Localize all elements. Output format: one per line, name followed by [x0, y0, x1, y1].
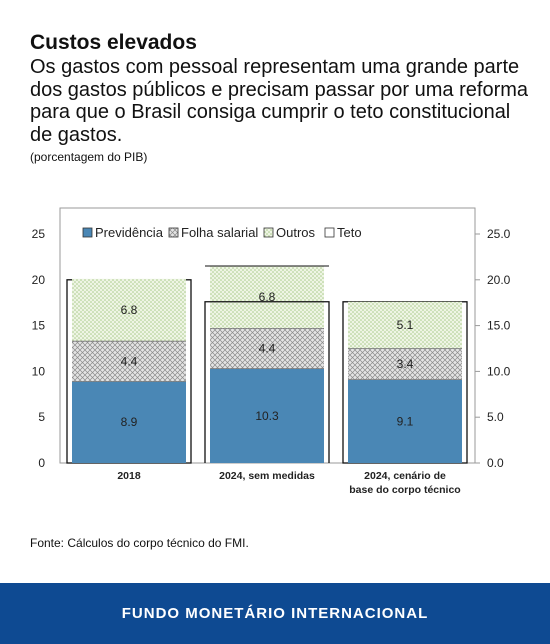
y-left-tick-label: 10 [32, 364, 46, 378]
bar-segment-previdência [72, 381, 186, 463]
data-label: 5.1 [397, 318, 414, 332]
footer-org-name: FUNDO MONETÁRIO INTERNACIONAL [121, 605, 429, 622]
category-labels: 2018 2024, sem medidas 2024, cenário de bas… [117, 470, 460, 496]
legend-swatch-outros [263, 227, 274, 238]
legend-swatch-folha-salarial [168, 227, 179, 238]
bar-segment-outros [348, 301, 462, 349]
data-label: 10.3 [255, 409, 279, 423]
source-note: Fonte: Cálculos do corpo técnico do FMI. [30, 536, 249, 550]
bar-segment-folha-salarial [72, 341, 186, 382]
y-left-tick-label: 20 [32, 273, 46, 287]
bars-group: 8.9 4.4 6.8 10.3 4.4 6.8 9.1 3.4 5.1 [66, 265, 468, 464]
y-right-tick-label: 5.0 [487, 410, 504, 424]
legend-label: Outros [276, 225, 316, 240]
category-label: 2018 [117, 470, 141, 482]
y-right-tick-label: 25.0 [487, 227, 511, 241]
legend: Previdência Folha salarial Outros Teto [82, 225, 362, 240]
data-label: 9.1 [397, 414, 414, 428]
chart-title: Custos elevados [30, 31, 197, 54]
y-right-tick-label: 15.0 [487, 319, 511, 333]
y-right-tick-label: 0.0 [487, 456, 504, 470]
data-label: 8.9 [121, 415, 138, 429]
chart-subtitle: Os gastos com pessoal representam uma gr… [30, 56, 529, 146]
y-left-tick-label: 0 [38, 456, 45, 470]
stacked-bar-chart: 0 5 10 15 20 25 0.0 5.0 10.0 15.0 20.0 25.0 8.9 4.4… [32, 207, 511, 496]
y-left-tick-label: 5 [38, 410, 45, 424]
legend-swatch-teto [324, 227, 335, 238]
bar-segment-previdência [210, 368, 324, 463]
y-right-tick-label: 10.0 [487, 364, 511, 378]
y-right-tick-label: 20.0 [487, 273, 511, 287]
y-left-tick-label: 15 [32, 319, 46, 333]
y-left-tick-label: 25 [32, 227, 46, 241]
bar-segment-folha-salarial [210, 328, 324, 369]
legend-label: Folha salarial [181, 225, 258, 240]
data-label: 4.4 [121, 354, 138, 368]
data-label: 6.8 [121, 303, 138, 317]
bar-segment-outros [210, 266, 324, 329]
legend-swatch-previdência [82, 227, 93, 238]
footer-banner: FUNDO MONETÁRIO INTERNACIONAL [0, 583, 550, 644]
legend-label: Previdência [95, 225, 164, 240]
bar-segment-outros [72, 278, 186, 342]
unit-label: (porcentagem do PIB) [30, 150, 148, 164]
legend-label: Teto [337, 225, 362, 240]
y-axis-right: 0.0 5.0 10.0 15.0 20.0 25.0 [475, 227, 511, 470]
bar-segment-previdência [348, 379, 462, 463]
category-label: 2024, cenário de [364, 470, 446, 482]
data-label: 4.4 [259, 342, 276, 356]
bar-segment-folha-salarial [348, 348, 462, 380]
y-axis-left: 0 5 10 15 20 25 [32, 227, 46, 470]
category-label: base do corpo técnico [349, 484, 460, 496]
data-label: 3.4 [397, 357, 414, 371]
category-label: 2024, sem medidas [219, 470, 315, 482]
data-label: 6.8 [259, 290, 276, 304]
teto-box [204, 301, 330, 463]
